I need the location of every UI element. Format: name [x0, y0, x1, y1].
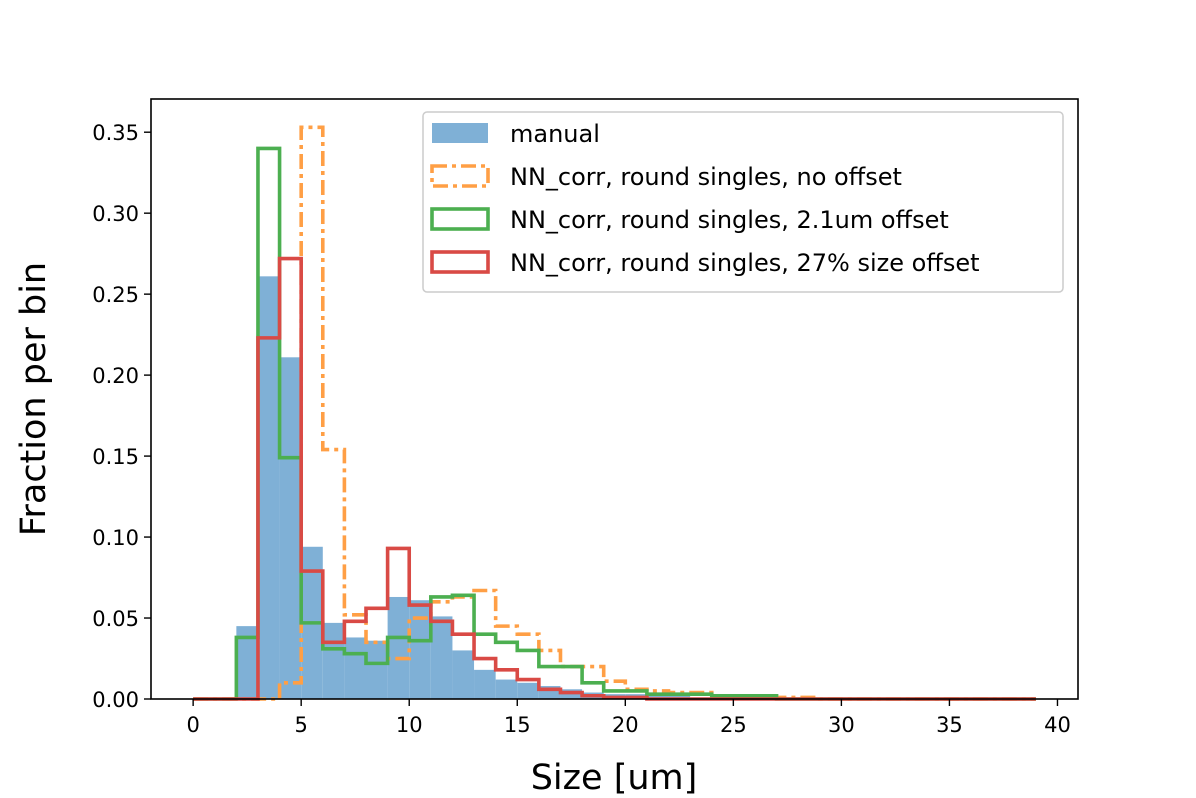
bar-manual-4 — [279, 357, 302, 699]
y-tick-label: 0.10 — [92, 526, 139, 550]
bar-manual-10 — [409, 600, 431, 699]
legend-label-3: NN_corr, round singles, 27% size offset — [510, 249, 980, 277]
legend-swatch-2 — [430, 207, 490, 231]
x-tick-label: 15 — [504, 713, 531, 737]
bar-manual-7 — [344, 637, 367, 699]
plot-frame — [150, 98, 1079, 700]
y-axis: 0.00 0.05 0.10 0.15 0.20 0.25 0.30 0.35 — [92, 121, 151, 712]
y-tick-label: 0.30 — [92, 202, 139, 226]
bar-manual-3 — [257, 276, 280, 699]
legend-swatch-1 — [430, 164, 490, 188]
x-axis-title: Size [um] — [531, 758, 698, 798]
bar-manual-2 — [236, 626, 258, 699]
y-tick-label: 0.25 — [92, 283, 139, 307]
y-tick-label: 0.00 — [92, 688, 139, 712]
x-axis: 0 5 10 15 20 25 30 35 40 — [186, 699, 1071, 737]
x-tick-label: 20 — [612, 713, 639, 737]
bar-manual-6 — [322, 622, 345, 699]
y-axis-title: Fraction per bin — [14, 262, 54, 536]
bar-manual-12 — [452, 650, 475, 699]
bar-manual-11 — [430, 616, 453, 699]
x-tick-label: 30 — [828, 713, 855, 737]
bar-manual-9 — [387, 596, 410, 699]
x-tick-label: 25 — [720, 713, 747, 737]
x-tick-label: 5 — [294, 713, 307, 737]
legend-label-1: NN_corr, round singles, no offset — [510, 163, 902, 191]
bar-manual-14 — [495, 679, 518, 699]
legend-swatch-3 — [430, 250, 490, 274]
y-tick-label: 0.20 — [92, 364, 139, 388]
y-tick-label: 0.15 — [92, 445, 139, 469]
bar-manual-13 — [474, 669, 496, 699]
y-tick-label: 0.35 — [92, 121, 139, 145]
legend-frame — [422, 111, 1064, 293]
manual-bars — [236, 276, 777, 699]
x-tick-label: 0 — [186, 713, 199, 737]
x-tick-label: 10 — [396, 713, 423, 737]
x-tick-label: 40 — [1044, 713, 1071, 737]
legend: manual NN_corr, round singles, no offset N… — [422, 111, 1064, 293]
legend-label-0: manual — [510, 120, 600, 148]
legend-label-2: NN_corr, round singles, 2.1um offset — [510, 206, 949, 234]
bar-manual-8 — [366, 640, 388, 699]
x-tick-label: 35 — [936, 713, 963, 737]
bar-manual-15 — [517, 682, 539, 699]
y-tick-label: 0.05 — [92, 607, 139, 631]
legend-swatch-0 — [432, 123, 488, 143]
